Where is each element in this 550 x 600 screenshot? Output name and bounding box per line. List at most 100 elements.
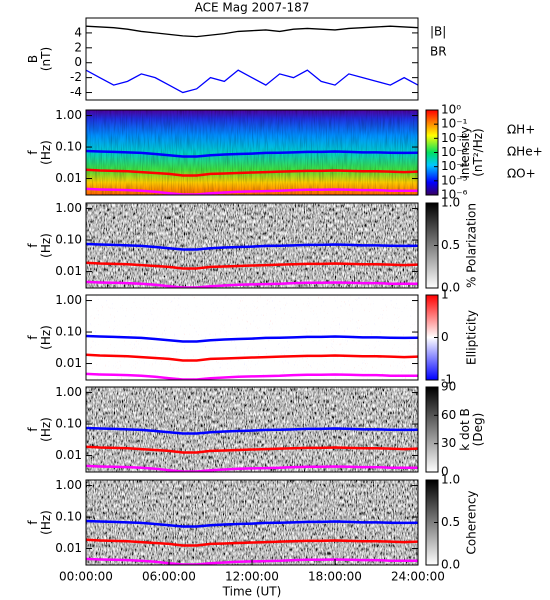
colorbar-tick-label: 10⁻⁶ bbox=[441, 188, 468, 202]
plot-area bbox=[86, 387, 418, 472]
y-tick-label: 1.00 bbox=[55, 385, 82, 399]
colorbar bbox=[425, 386, 439, 473]
colorbar-label: k dot B bbox=[458, 408, 472, 450]
colorbar-label: (nT²/Hz) bbox=[471, 128, 485, 176]
colorbar-tick-label: 0.0 bbox=[441, 558, 460, 572]
gyrofrequency-line bbox=[86, 372, 418, 380]
plot-frame bbox=[85, 386, 419, 473]
y-tick-label: 0.10 bbox=[55, 140, 82, 154]
y-tick-label: 1.00 bbox=[55, 201, 82, 215]
plot-area bbox=[86, 295, 418, 380]
colorbar-tick-label: 10⁻⁵ bbox=[441, 173, 468, 187]
gyrofrequency-line bbox=[86, 149, 418, 158]
gyrofrequency-line bbox=[86, 464, 418, 472]
y-tick-label: 0.01 bbox=[55, 171, 82, 185]
y-tick-label: 0.01 bbox=[55, 448, 82, 462]
colorbar-label: (Deg) bbox=[471, 413, 485, 447]
gyrofrequency-line bbox=[86, 242, 418, 251]
x-tick-label: 06:00:00 bbox=[142, 570, 196, 584]
gyrofrequency-line bbox=[86, 168, 418, 177]
y-axis-label: f bbox=[26, 520, 40, 525]
colorbar-label: % Polarization bbox=[465, 203, 479, 288]
series-line bbox=[86, 69, 418, 94]
y-axis-label: (Hz) bbox=[39, 140, 53, 165]
colorbar-tick-label: 0.5 bbox=[441, 238, 460, 252]
colorbar-tick-label: 10⁻⁴ bbox=[441, 159, 468, 173]
colorbar-tick-label: 10⁻² bbox=[441, 131, 468, 145]
y-tick-label: 2 bbox=[74, 40, 82, 54]
y-tick-label: 1.00 bbox=[55, 478, 82, 492]
plot-area bbox=[86, 480, 418, 565]
x-tick-label: 18:00:00 bbox=[308, 570, 362, 584]
y-tick-label: 0.10 bbox=[55, 417, 82, 431]
y-axis-label: f bbox=[26, 243, 40, 248]
plot-frame bbox=[85, 202, 419, 289]
series-line bbox=[86, 25, 418, 38]
y-tick-label: 0.01 bbox=[55, 541, 82, 555]
colorbar-tick-label: 1.0 bbox=[441, 196, 460, 210]
y-tick-label: 0 bbox=[74, 55, 82, 69]
colorbar-tick-label: 0 bbox=[441, 465, 449, 479]
y-tick-label: 1.00 bbox=[55, 108, 82, 122]
colorbar-tick-label: 1 bbox=[441, 288, 449, 302]
plot-area bbox=[86, 203, 418, 288]
y-axis-label: (nT) bbox=[39, 47, 53, 71]
legend-entry: ΩHe+ bbox=[507, 145, 543, 159]
gyrofrequency-line bbox=[86, 445, 418, 454]
y-axis-label: f bbox=[26, 427, 40, 432]
colorbar-tick-label: 60 bbox=[441, 408, 456, 422]
gyrofrequency-line bbox=[86, 519, 418, 528]
legend-entry: |B| bbox=[430, 25, 446, 39]
plot-frame bbox=[85, 294, 419, 381]
colorbar-tick-label: 1.0 bbox=[441, 473, 460, 487]
y-axis-label: (Hz) bbox=[39, 325, 53, 350]
gyrofrequency-line bbox=[86, 334, 418, 343]
y-axis-label: f bbox=[26, 150, 40, 155]
y-tick-label: 0.01 bbox=[55, 356, 82, 370]
plot-frame bbox=[85, 17, 419, 101]
y-axis-label: (Hz) bbox=[39, 510, 53, 535]
y-axis-label: (Hz) bbox=[39, 417, 53, 442]
y-tick-label: 4 bbox=[74, 25, 82, 39]
gyrofrequency-line bbox=[86, 187, 418, 195]
legend-entry: ΩO+ bbox=[507, 167, 536, 181]
gyrofrequency-line bbox=[86, 261, 418, 270]
legend-entry: ΩH+ bbox=[507, 123, 535, 137]
gyrofrequency-line bbox=[86, 426, 418, 435]
plot-frame bbox=[85, 109, 419, 196]
gyrofrequency-line bbox=[86, 353, 418, 362]
y-axis-label: f bbox=[26, 335, 40, 340]
y-tick-label: -2 bbox=[70, 70, 82, 84]
x-tick-label: 12:00:00 bbox=[225, 570, 279, 584]
y-axis-label: (Hz) bbox=[39, 233, 53, 258]
colorbar-label: Ellipticity bbox=[465, 310, 479, 365]
gyrofrequency-line bbox=[86, 538, 418, 547]
colorbar-tick-label: 0.0 bbox=[441, 281, 460, 295]
x-axis-label: Time (UT) bbox=[222, 585, 282, 599]
chart-title: ACE Mag 2007-187 bbox=[195, 1, 310, 15]
colorbar-tick-label: -1 bbox=[441, 373, 453, 387]
colorbar-tick-label: 10⁻³ bbox=[441, 145, 468, 159]
y-tick-label: 1.00 bbox=[55, 293, 82, 307]
colorbar-tick-label: 10⁰ bbox=[441, 103, 461, 117]
gyrofrequency-line bbox=[86, 280, 418, 288]
colorbar-tick-label: 0.5 bbox=[441, 515, 460, 529]
y-tick-label: -4 bbox=[70, 85, 82, 99]
x-tick-label: 00:00:00 bbox=[59, 570, 113, 584]
y-tick-label: 0.10 bbox=[55, 325, 82, 339]
plot-area bbox=[86, 25, 418, 94]
y-tick-label: 0.10 bbox=[55, 233, 82, 247]
y-tick-label: 0.01 bbox=[55, 264, 82, 278]
x-tick-label: 24:00:00 bbox=[391, 570, 445, 584]
colorbar-tick-label: 0 bbox=[441, 330, 449, 344]
legend-entry: BR bbox=[430, 45, 447, 59]
colorbar-label: Coherency bbox=[465, 490, 479, 554]
plot-area bbox=[86, 110, 418, 195]
colorbar-tick-label: 30 bbox=[441, 436, 456, 450]
colorbar-tick-label: 10⁻¹ bbox=[441, 117, 468, 131]
colorbar-label: Intensity bbox=[458, 126, 472, 178]
colorbar-tick-label: 90 bbox=[441, 380, 456, 394]
y-tick-label: 0.10 bbox=[55, 510, 82, 524]
y-axis-label: B bbox=[26, 55, 40, 63]
